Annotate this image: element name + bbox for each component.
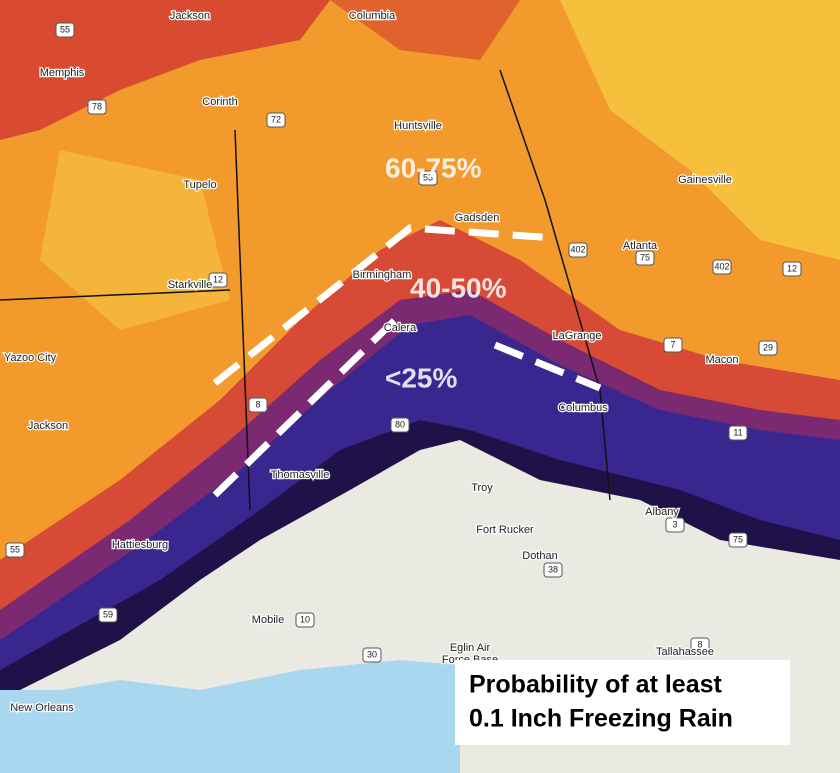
highway-shield	[728, 532, 748, 548]
city-label: Eglin Air	[450, 642, 491, 654]
city-label: Albany	[645, 506, 679, 518]
highway-number: 29	[763, 342, 773, 352]
highway-number: 402	[714, 261, 729, 271]
highway-number: 59	[103, 609, 113, 619]
caption-line: 0.1 Inch Freezing Rain	[469, 705, 733, 733]
highway-number: 402	[570, 244, 585, 254]
highway-number: 8	[255, 399, 260, 409]
city-label: Gainesville	[678, 174, 732, 186]
highway-shield	[295, 612, 315, 628]
red-area	[0, 0, 330, 140]
city-label: Tallahassee	[656, 646, 714, 658]
highway-number: 75	[733, 534, 743, 544]
zone-label: 60-75%	[385, 152, 482, 183]
red-area	[330, 0, 520, 60]
highway-shield	[758, 340, 778, 356]
city-label: Atlanta	[623, 240, 658, 252]
city-label: Memphis	[40, 67, 85, 79]
highway-shield	[208, 272, 228, 288]
caption-line: Probability of at least	[469, 671, 723, 699]
highway-number: 10	[300, 614, 310, 624]
city-label: New Orleans	[10, 702, 74, 714]
highway-shield	[690, 637, 710, 653]
highway-shield	[663, 337, 683, 353]
city-label: Huntsville	[394, 120, 442, 132]
highway-number: 8	[697, 639, 702, 649]
highway-shield	[390, 417, 410, 433]
zone-dashes	[212, 224, 602, 498]
highway-shield	[266, 112, 286, 128]
highway-shield	[568, 242, 588, 258]
highway-number: 7	[670, 339, 675, 349]
city-label: Starkville	[168, 279, 213, 291]
highway-number: 80	[395, 419, 405, 429]
city-label: Macon	[705, 354, 738, 366]
city-label: Hattiesburg	[112, 539, 168, 551]
zone-label: 40-50%	[410, 272, 507, 303]
highway-shield	[665, 517, 685, 533]
city-label: Yazoo City	[4, 352, 57, 364]
highway-number: 55	[60, 24, 70, 34]
city-label: Troy	[471, 482, 493, 494]
highway-number: 11	[733, 427, 742, 437]
zone-label: <25%	[385, 362, 457, 393]
highway-number: 30	[367, 649, 377, 659]
highway-shield	[418, 170, 438, 186]
highway-number: 55	[10, 544, 20, 554]
highway-number: 75	[640, 252, 650, 262]
gulf-water	[0, 660, 460, 773]
highway-number: 12	[787, 263, 797, 273]
city-label: Fort Rucker	[476, 524, 534, 536]
city-label: Jackson	[170, 10, 210, 22]
highway-shield	[5, 542, 25, 558]
highway-shield	[362, 647, 382, 663]
highway-number: 38	[548, 564, 558, 574]
city-label: LaGrange	[553, 330, 602, 342]
highway-shield	[782, 261, 802, 277]
highway-shield	[728, 425, 748, 441]
city-label: Columbia	[349, 10, 396, 22]
highway-shield	[87, 99, 107, 115]
city-label: Jackson	[28, 420, 68, 432]
highway-number: 72	[271, 114, 281, 124]
highway-shield	[98, 607, 118, 623]
caption-box	[455, 660, 790, 745]
highway-shield	[712, 259, 732, 275]
state-lines	[0, 69, 611, 511]
highway-number: 12	[213, 274, 223, 284]
highway-shield	[635, 250, 655, 266]
highway-number: 78	[92, 101, 102, 111]
city-label: Tupelo	[183, 179, 216, 191]
city-label: Thomasville	[271, 469, 330, 481]
yellow-area	[560, 0, 840, 260]
city-label: Corinth	[202, 96, 237, 108]
city-label: Dothan	[522, 550, 557, 562]
highway-number: 53	[423, 172, 433, 182]
highway-shield	[543, 562, 563, 578]
city-label: Columbus	[558, 402, 608, 414]
highway-shield	[248, 397, 268, 413]
city-label: Mobile	[252, 614, 284, 626]
yellow-area	[40, 150, 230, 330]
highway-shield	[55, 22, 75, 38]
city-label: Gadsden	[455, 212, 500, 224]
highway-number: 3	[672, 519, 677, 529]
city-label: Birmingham	[353, 269, 412, 281]
city-label: Calera	[384, 322, 417, 334]
